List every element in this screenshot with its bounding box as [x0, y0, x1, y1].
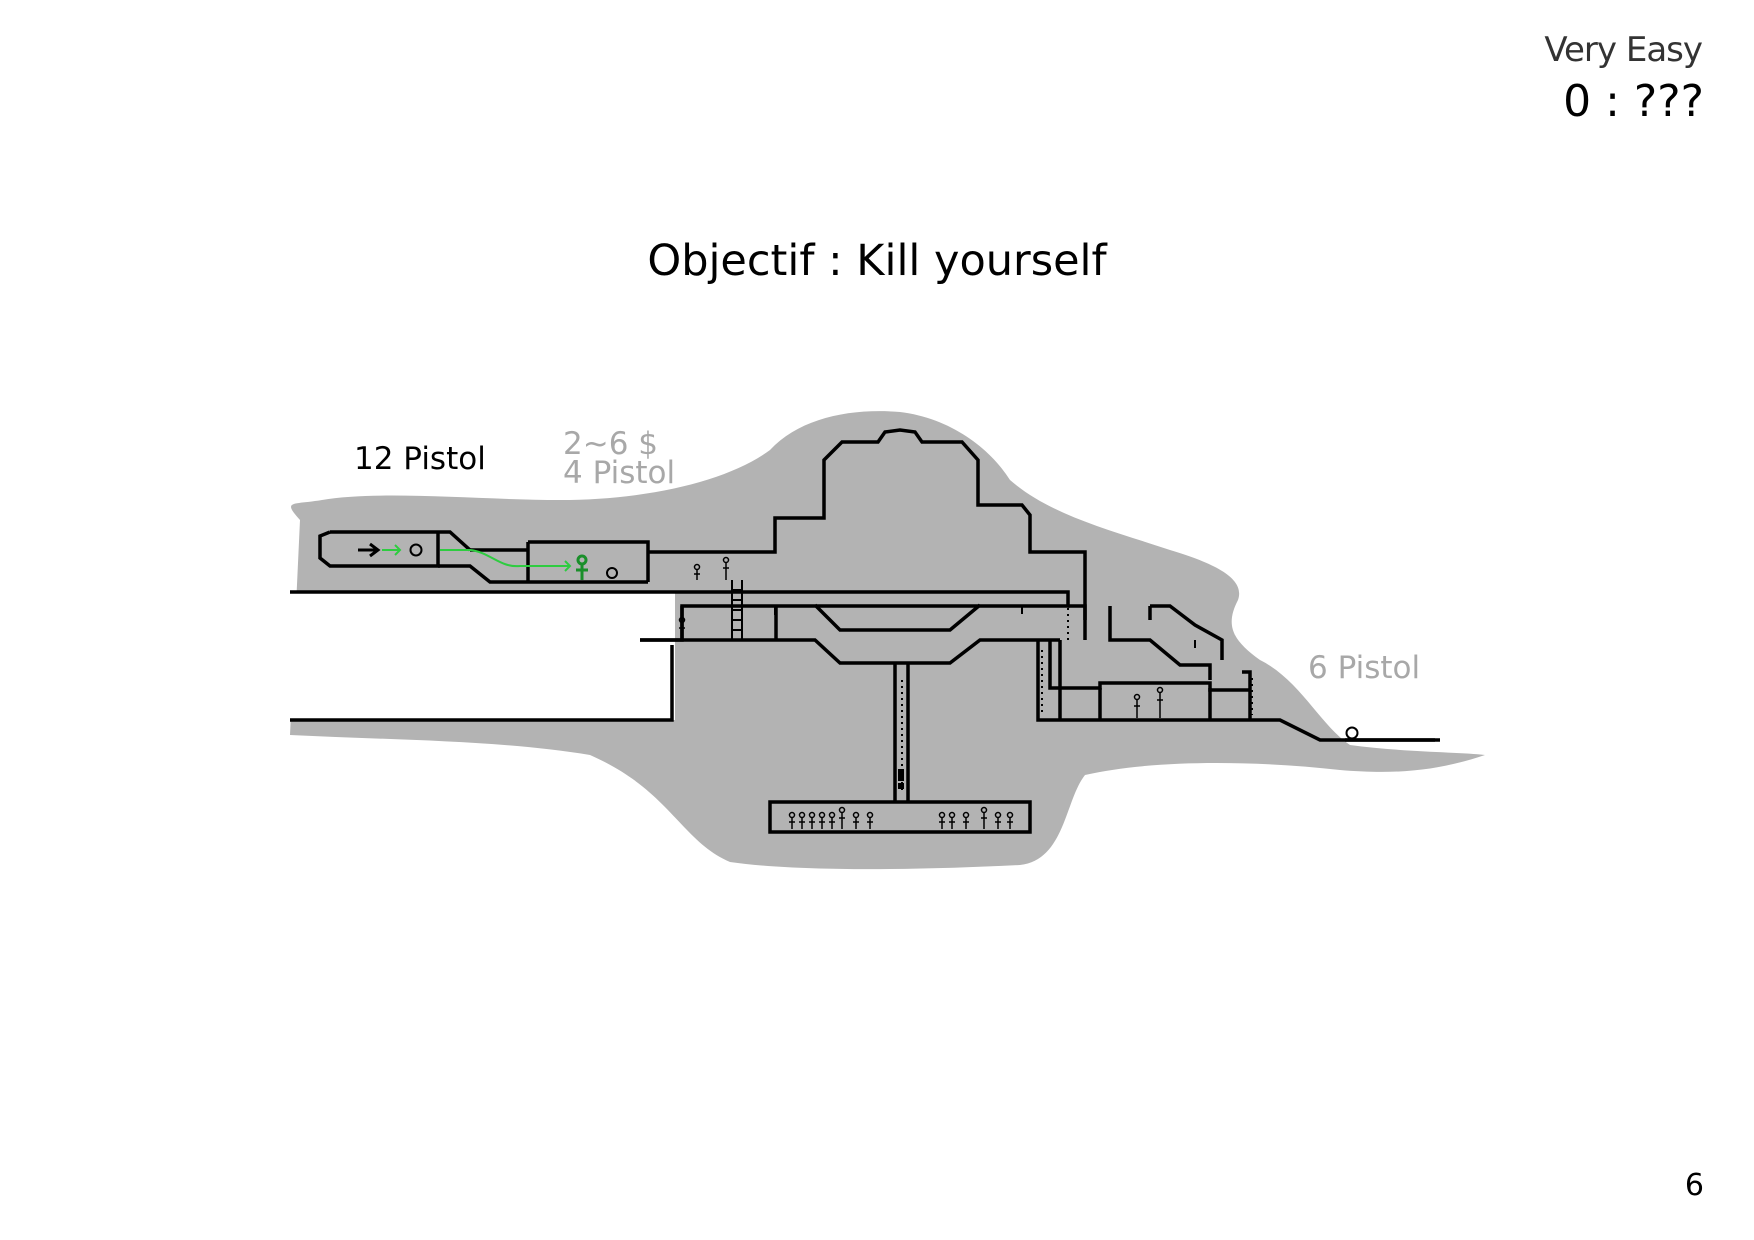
- enemy-icon: [980, 806, 988, 829]
- loot-weapon-label: 4 Pistol: [563, 455, 676, 491]
- enemy-icon: [866, 811, 874, 829]
- start-marker-icon: [409, 543, 423, 557]
- enemy-icon: [962, 811, 970, 829]
- enemy-icon: [678, 616, 686, 638]
- enemy-icon: [818, 811, 826, 829]
- ladder: [731, 580, 743, 640]
- route-path: [382, 544, 572, 572]
- enemy-icon: [798, 811, 806, 829]
- enemy-icon: [722, 556, 730, 580]
- exit-marker-icon: [1345, 726, 1359, 740]
- enemy-icon: [938, 811, 946, 829]
- enemy-icon: [994, 811, 1002, 829]
- loot-money-label: 2~6 $: [563, 426, 658, 462]
- start-arrow-icon: [358, 542, 381, 558]
- enemy-icon: [852, 811, 860, 829]
- objective-title: Objectif : Kill yourself: [647, 236, 1107, 286]
- enemy-icon: [693, 563, 701, 580]
- enemy-icon: [788, 811, 796, 829]
- difficulty-label: Very Easy: [1544, 30, 1703, 70]
- terrain-area: [290, 411, 1485, 870]
- score-counter: 0 : ???: [1563, 76, 1704, 127]
- enemy-icon: [808, 811, 816, 829]
- page-number: 6: [1684, 1168, 1704, 1203]
- enemy-icon: [1133, 693, 1141, 718]
- enemy-icon: [1156, 686, 1164, 718]
- player-figure-icon: [576, 554, 588, 580]
- exit-weapon-label: 6 Pistol: [1308, 650, 1421, 686]
- walls: [290, 428, 1440, 834]
- enemy-icon: [828, 811, 836, 829]
- start-weapon-label: 12 Pistol: [354, 441, 486, 477]
- doors: [774, 606, 1253, 790]
- enemy-icon: [948, 811, 956, 829]
- enemy-icon: [1006, 811, 1014, 829]
- enemy-icon: [838, 806, 846, 829]
- item-marker-icon: [606, 567, 618, 579]
- left-tunnel-floor: [290, 592, 675, 720]
- enemy-figures: [678, 556, 1164, 829]
